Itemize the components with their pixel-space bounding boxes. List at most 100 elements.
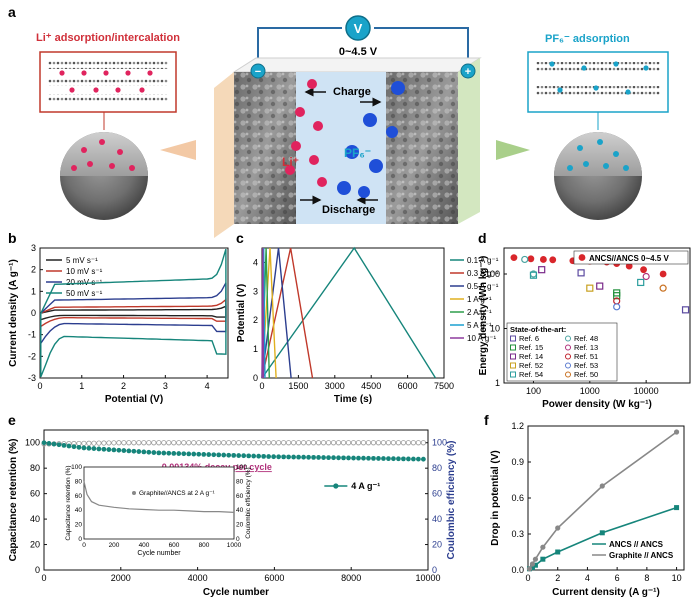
panel-e-retention-point [161, 450, 167, 456]
panel-e-inset-xtick-label: 600 [169, 542, 180, 549]
panel-e-ce-point [116, 440, 122, 446]
panel-f-series-point [555, 549, 561, 555]
panel-e-retention-point [156, 450, 162, 456]
panel-e-inset-ytick-label: 80 [75, 478, 83, 485]
panel-b-xtick-label: 1 [79, 381, 84, 391]
panel-f-series-point [674, 505, 680, 511]
voltage-range-label: 0~4.5 V [339, 46, 378, 58]
panel-e-ce-point [131, 440, 137, 446]
panel-c-legend-label: 2 A g⁻¹ [467, 308, 492, 317]
panel-f-xlabel: Current density (A g⁻¹) [552, 587, 660, 598]
panel-e-inset-legend-label: Graphite//ANCS at 2 A g⁻¹ [139, 490, 216, 497]
panel-e-y2tick-label: 80 [432, 463, 442, 473]
panel-c-gcd-curve [261, 247, 292, 379]
panel-e-ce-point [231, 440, 237, 446]
panel-e-inset-xtick-label: 400 [139, 542, 150, 549]
panel-f-ytick-label: 1.2 [511, 421, 524, 431]
panel-d-ref-legend-marker [565, 353, 571, 360]
pf6-ion-label: PF₆⁻ [344, 146, 371, 160]
panel-e-ce-point [261, 440, 267, 446]
voltmeter-icon [345, 15, 371, 41]
panel-e-ce-point [166, 440, 172, 446]
panel-e-retention-point [266, 454, 272, 459]
panel-e-ce-point [380, 440, 387, 446]
panel-e-y2tick-label: 60 [432, 489, 442, 499]
panel-f-series-point [599, 483, 605, 489]
panel-e-retention-point [141, 449, 147, 455]
panel-e-retention-point [81, 445, 87, 451]
panel-e-retention-point [361, 455, 366, 461]
panel-d-ref-point [529, 271, 538, 279]
panel-c-xtick-label: 4500 [361, 381, 381, 391]
panel-e-ce-point [266, 440, 272, 446]
panel-e-ce-point [81, 440, 87, 446]
panel-e-retention-point [41, 440, 47, 446]
panel-e-inset-y2tick-label: 60 [236, 493, 244, 500]
panel-e-retention-point [136, 449, 142, 454]
panel-e-ce-point [360, 440, 367, 446]
panel-d-ref-legend-marker [510, 371, 516, 378]
panel-c-xtick-label: 0 [259, 381, 264, 391]
panel-e-inset-y2tick-label: 40 [236, 507, 244, 514]
panel-c-legend-label: 0.3 A g⁻¹ [467, 269, 499, 278]
panel-e-retention-point [76, 444, 82, 450]
panel-e-ce-point [156, 440, 162, 446]
panel-b-ytick-label: -2 [28, 351, 36, 361]
panel-e-retention-point [306, 454, 311, 460]
panel-e-ce-point [370, 440, 377, 446]
panel-e-ce-point [345, 440, 352, 446]
panel-f-ylabel: Drop in potential (V) [490, 450, 501, 546]
panel-d-main-legend-label: ANCS//ANCS 0~4.5 V [589, 254, 669, 263]
panel-e-inset-xtick-label: 1000 [227, 542, 242, 549]
panel-f-chart: f 0 2 4 6 8 10 0.0 0.3 0.6 0.9 1.2 Current density (… [484, 412, 685, 598]
panel-e-ce-point [126, 440, 132, 446]
panel-e-ce-point [290, 440, 297, 446]
left-intercalated-li [59, 70, 153, 93]
panel-e-retention-point [241, 453, 247, 459]
panel-f-xtick-label: 10 [672, 573, 682, 583]
panel-e-ce-point [141, 440, 147, 446]
panel-b-legend-label: 50 mV s⁻¹ [66, 289, 103, 298]
panel-e-retention-point [86, 445, 92, 451]
panel-d-main-legend-marker [578, 254, 586, 261]
panel-c-legend-label: 0.1 A g⁻¹ [467, 256, 499, 265]
panel-e-inset-y2label: Coulombic efficiency (%) [245, 467, 252, 538]
panel-d-ref-legend-label: Ref. 15 [519, 343, 543, 352]
panel-e-retention-point [281, 454, 287, 460]
panel-e-retention-point [201, 451, 207, 457]
panel-b-xtick-label: 4 [205, 381, 210, 391]
panel-c-legend-label: 5 A g⁻¹ [467, 321, 492, 330]
panel-d-xtick-label: 10000 [634, 386, 659, 396]
panel-c-chart: c 0 1500 3000 4500 6000 7500 0 1 2 3 4 Time (s) Poten… [236, 230, 499, 405]
left-particle-li [71, 139, 135, 171]
panel-e-ce-point [385, 440, 392, 446]
panel-d-ref-point [613, 292, 621, 300]
panel-e-ce-point [340, 440, 347, 446]
panel-e-ce-point [96, 440, 102, 446]
left-process-title: Li⁺ adsorption/intercalation [36, 32, 180, 44]
panel-d-ref-legend-label: Ref. 51 [574, 352, 598, 361]
panel-e-ce-point [251, 440, 257, 446]
panel-e-retention-point [116, 447, 122, 453]
panel-e-inset-frame [83, 466, 235, 540]
panel-e-xtick-label: 8000 [341, 573, 361, 583]
panel-e-y2tick-label: 20 [432, 540, 442, 550]
panel-d-xlabel: Power density (W kg⁻¹) [542, 399, 652, 410]
left-current-collector [214, 72, 234, 238]
panel-d-main-point [640, 266, 647, 274]
panel-b-xtick-label: 0 [37, 381, 42, 391]
panel-e-retention-point [316, 455, 321, 460]
panel-e-ce-point [171, 440, 177, 446]
panel-e-ce-point [365, 440, 372, 446]
panel-e-ce-point [405, 440, 412, 446]
panel-f-series-point [673, 429, 680, 435]
panel-e-retention-point [66, 443, 72, 449]
panel-e-retention-point [151, 450, 157, 455]
panel-e-ce-point [161, 440, 167, 446]
panel-e-inset-ytick-label: 0 [78, 536, 82, 543]
panel-e-inset-xtick-label: 800 [199, 542, 210, 549]
panel-c-xtick-label: 7500 [434, 381, 454, 391]
panel-e-ce-point [276, 440, 282, 446]
panel-e-ytick-label: 0 [35, 565, 40, 575]
